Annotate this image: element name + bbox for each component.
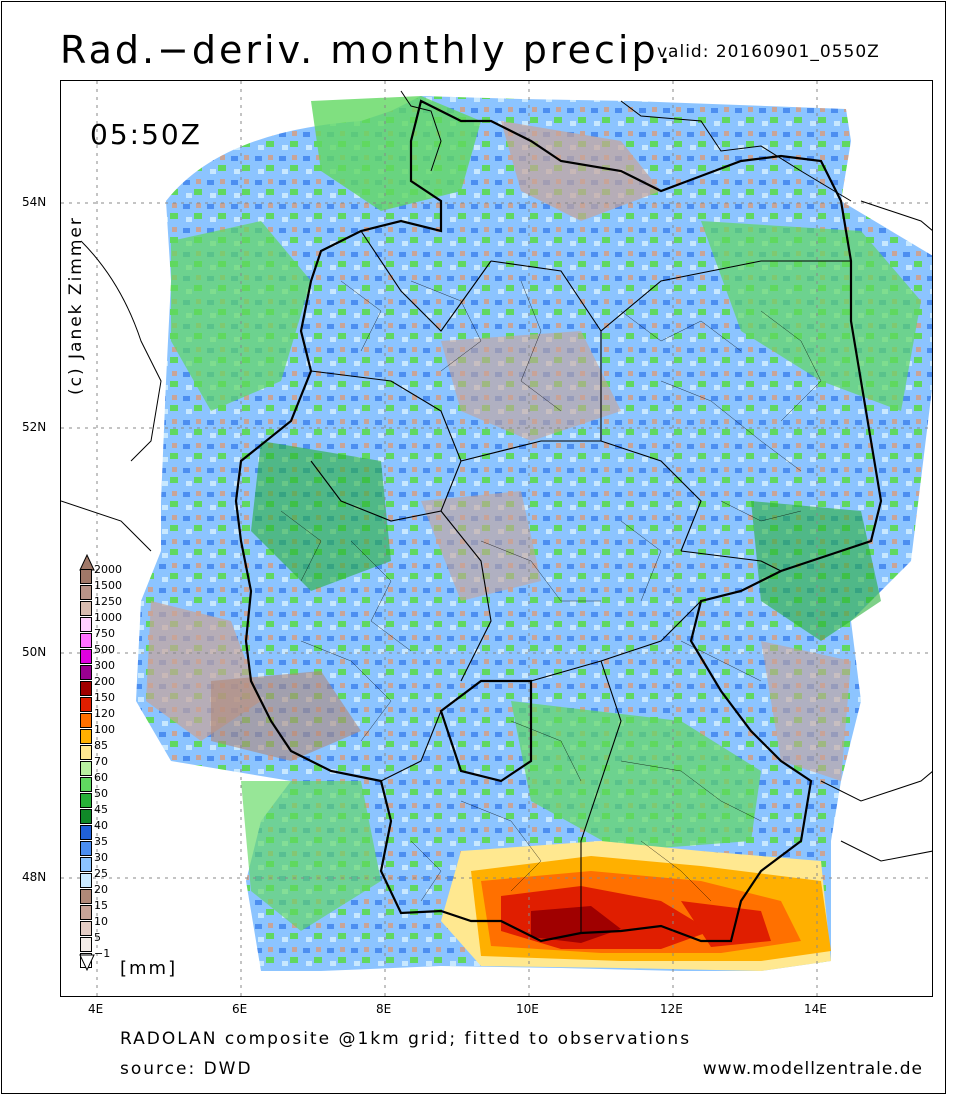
legend-label: 500 [94,643,115,656]
lon-label-4e: 4E [88,1002,104,1016]
legend-swatch [80,601,92,616]
germany-border [234,99,883,943]
legend-label: 30 [94,851,108,864]
lat-label-50n: 50N [22,645,47,659]
legend-swatch [80,697,92,712]
legend-label: 40 [94,819,108,832]
legend-swatch [80,729,92,744]
legend-bottom-arrow-icon [79,954,95,972]
lat-label-54n: 54N [22,195,47,209]
legend-swatch [80,713,92,728]
legend-label: 2000 [94,563,122,576]
legend-swatch [80,937,92,952]
legend-label: −1 [94,947,111,960]
lat-label-48n: 48N [22,870,47,884]
legend-label: 50 [94,787,108,800]
lon-label-12e: 12E [660,1002,683,1016]
legend-label: 15 [94,899,108,912]
legend-label: 1250 [94,595,122,608]
legend-swatch [80,793,92,808]
legend-label: 150 [94,691,115,704]
map-title: Rad.−deriv. monthly precip. [60,28,674,72]
lat-label-52n: 52N [22,420,47,434]
legend-swatch [80,825,92,840]
copyright-label: (c) Janek Zimmer [66,216,86,395]
legend-label: 35 [94,835,108,848]
website-label: www.modellzentrale.de [702,1059,923,1079]
legend-swatch [80,777,92,792]
legend-label: 100 [94,723,115,736]
state-borders [310,230,851,933]
legend-swatch [80,873,92,888]
legend-swatch [80,761,92,776]
legend-swatch [80,665,92,680]
time-label: 05:50Z [90,118,202,151]
legend-swatch [80,585,92,600]
lon-label-10e: 10E [516,1002,539,1016]
footer-source: source: DWD [120,1059,253,1079]
lon-label-14e: 14E [804,1002,827,1016]
valid-time: valid: 20160901_0550Z [657,42,880,62]
legend-swatch [80,681,92,696]
legend-label: 1000 [94,611,122,624]
footer-grid-info: RADOLAN composite @1km grid; fitted to o… [120,1029,692,1049]
legend-label: 25 [94,867,108,880]
legend-label: 85 [94,739,108,752]
map-svg [61,81,932,996]
color-legend: 2000 1500 1250 1000 750 500 300 200 150 120 100 85 7… [76,553,136,993]
legend-swatch [80,569,92,584]
legend-swatch [80,857,92,872]
legend-swatch [80,921,92,936]
precip-fields [146,96,921,931]
precip-map[interactable] [60,80,933,997]
legend-swatch [80,617,92,632]
legend-label: 300 [94,659,115,672]
alpine-heavy-band [441,841,831,971]
legend-swatch [80,905,92,920]
legend-label: 60 [94,771,108,784]
legend-label: 10 [94,915,108,928]
legend-unit: [mm] [120,958,178,979]
legend-label: 70 [94,755,108,768]
legend-swatch [80,745,92,760]
lon-label-8e: 8E [376,1002,392,1016]
legend-swatch [80,889,92,904]
legend-label: 1500 [94,579,122,592]
coastlines [61,90,932,862]
lon-label-6e: 6E [232,1002,248,1016]
legend-label: 750 [94,627,115,640]
legend-label: 45 [94,803,108,816]
legend-label: 5 [94,931,101,944]
legend-swatch [80,633,92,648]
radar-coverage [136,96,932,971]
legend-label: 20 [94,883,108,896]
legend-swatch [80,649,92,664]
legend-swatch [80,809,92,824]
district-borders [280,280,822,902]
legend-label: 200 [94,675,115,688]
legend-label: 120 [94,707,115,720]
legend-swatch [80,841,92,856]
